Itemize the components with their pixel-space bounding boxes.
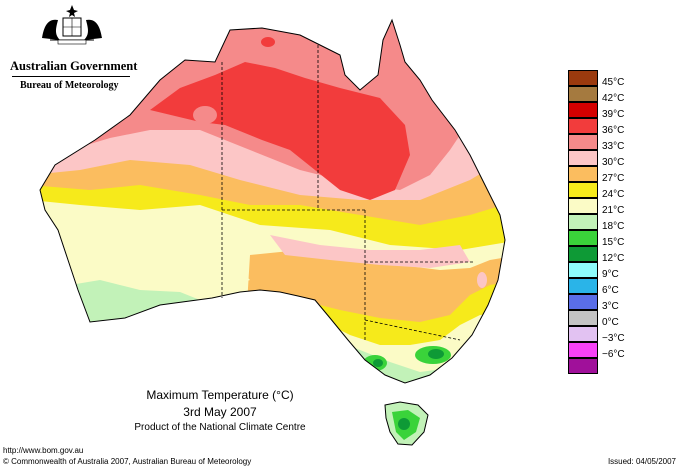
legend-label: 9°C — [602, 269, 619, 280]
legend-swatch — [568, 358, 598, 374]
legend-swatch — [568, 246, 598, 262]
legend-label: 33°C — [602, 141, 625, 152]
footer-issued-date: Issued: 04/05/2007 — [607, 457, 676, 466]
tasmania — [384, 401, 429, 446]
legend-swatch — [568, 262, 598, 278]
legend-swatch — [568, 214, 598, 230]
legend-swatch — [568, 86, 598, 102]
legend-row: 30°C — [568, 150, 628, 168]
coat-of-arms-emblem — [42, 5, 102, 45]
legend-swatch — [568, 182, 598, 198]
map-product-credit: Product of the National Climate Centre — [134, 422, 306, 433]
legend-swatch — [568, 102, 598, 118]
legend-label: −6°C — [602, 349, 625, 360]
legend-row: −6°C — [568, 342, 628, 360]
legend-row: 18°C — [568, 214, 628, 232]
legend-swatch — [568, 278, 598, 294]
map-title: Maximum Temperature (°C) — [146, 388, 294, 402]
legend-swatch — [568, 294, 598, 310]
legend-swatch — [568, 342, 598, 358]
legend-row: 15°C — [568, 230, 628, 248]
legend-row: 33°C — [568, 134, 628, 152]
legend-label: 27°C — [602, 173, 625, 184]
legend-swatch — [568, 198, 598, 214]
legend-label: 12°C — [602, 253, 625, 264]
legend-row: 9°C — [568, 262, 628, 280]
header-divider — [12, 76, 130, 77]
government-name: Australian Government — [10, 59, 138, 73]
map-date: 3rd May 2007 — [183, 405, 257, 419]
legend-label: 45°C — [602, 77, 625, 88]
legend-label: 39°C — [602, 109, 625, 120]
legend-row: 42°C — [568, 86, 628, 104]
legend-label: 30°C — [602, 157, 625, 168]
legend-swatch — [568, 118, 598, 134]
legend-swatch — [568, 70, 598, 86]
mainland-outline — [39, 18, 506, 384]
legend-row: 6°C — [568, 278, 628, 296]
legend-label: 0°C — [602, 317, 619, 328]
legend-row — [568, 358, 628, 374]
legend-swatch — [568, 230, 598, 246]
legend-swatch — [568, 134, 598, 150]
legend-row: 36°C — [568, 118, 628, 136]
legend-swatch — [568, 326, 598, 342]
legend-swatch — [568, 150, 598, 166]
legend-row: 12°C — [568, 246, 628, 264]
legend-label: 21°C — [602, 205, 625, 216]
legend-row: 3°C — [568, 294, 628, 312]
legend-label: 6°C — [602, 285, 619, 296]
legend-label: 18°C — [602, 221, 625, 232]
bureau-name: Bureau of Meteorology — [20, 80, 119, 91]
legend-row: 0°C — [568, 310, 628, 328]
legend-swatch — [568, 166, 598, 182]
legend-swatch — [568, 310, 598, 326]
legend-label: 24°C — [602, 189, 625, 200]
legend-label: −3°C — [602, 333, 625, 344]
legend-label: 36°C — [602, 125, 625, 136]
legend-row: 21°C — [568, 198, 628, 216]
legend-row: 39°C — [568, 102, 628, 120]
legend-row: 45°C — [568, 70, 628, 88]
footer-url[interactable]: http://www.bom.gov.au — [3, 446, 84, 455]
footer-copyright: © Commonwealth of Australia 2007, Austra… — [3, 457, 252, 466]
legend-row: −3°C — [568, 326, 628, 344]
legend-label: 3°C — [602, 301, 619, 312]
legend-label: 15°C — [602, 237, 625, 248]
legend-row: 27°C — [568, 166, 628, 184]
legend-row: 24°C — [568, 182, 628, 200]
state-borders — [221, 45, 475, 341]
legend-label: 42°C — [602, 93, 625, 104]
